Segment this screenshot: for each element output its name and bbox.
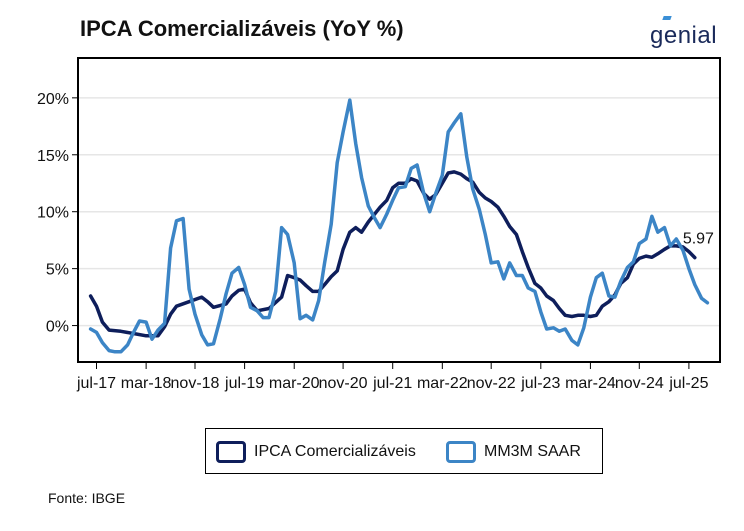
x-tick-label: mar-24 [565, 375, 616, 392]
legend-swatch-ipca [216, 441, 246, 463]
x-tick-label: nov-24 [615, 375, 664, 392]
annotations: 5.97 [683, 231, 714, 248]
y-tick-label: 20% [37, 91, 69, 108]
x-tick-label: jul-25 [668, 375, 708, 392]
x-tick-label: jul-21 [372, 375, 412, 392]
x-tick-label: nov-20 [319, 375, 368, 392]
legend-item-ipca: IPCA Comercializáveis [216, 441, 416, 463]
legend-label-ipca: IPCA Comercializáveis [254, 443, 416, 460]
x-tick-label: mar-22 [417, 375, 468, 392]
y-tick-label: 10% [37, 205, 69, 222]
y-tick-label: 0% [46, 319, 69, 336]
x-tick-label: nov-18 [171, 375, 220, 392]
legend: IPCA Comercializáveis MM3M SAAR [205, 428, 603, 474]
source-note: Fonte: IBGE [48, 490, 126, 506]
grid-lines [78, 97, 720, 327]
plot-frame [77, 57, 721, 363]
last-value-label: 5.97 [683, 231, 714, 248]
y-tick-label: 5% [46, 262, 69, 279]
x-tick-label: nov-22 [467, 375, 516, 392]
legend-item-mm3m: MM3M SAAR [446, 441, 581, 463]
legend-label-mm3m: MM3M SAAR [484, 443, 581, 460]
x-tick-label: jul-17 [76, 375, 116, 392]
series-lines [88, 98, 710, 354]
legend-swatch-mm3m [446, 441, 476, 463]
x-tick-label: mar-20 [269, 375, 320, 392]
y-tick-label: 15% [37, 148, 69, 165]
y-axis-ticks: 0% 5% 10% 15% 20% [37, 91, 78, 336]
x-tick-label: mar-18 [121, 375, 172, 392]
logo-text: genial [650, 22, 718, 49]
x-tick-label: jul-19 [224, 375, 264, 392]
series-line-mm3m [88, 98, 710, 354]
x-tick-label: jul-23 [520, 375, 560, 392]
genial-logo: genial [650, 16, 718, 50]
x-axis-ticks: jul-17 mar-18 nov-18 jul-19 mar-20 nov-20 jul-… [76, 362, 709, 392]
chart-title: IPCA Comercializáveis (YoY %) [80, 16, 404, 41]
